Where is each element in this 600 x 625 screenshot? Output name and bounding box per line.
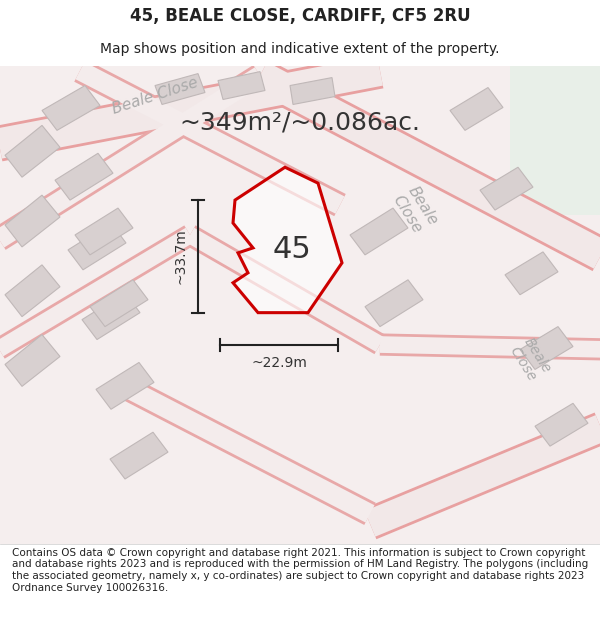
Text: Contains OS data © Crown copyright and database right 2021. This information is : Contains OS data © Crown copyright and d…	[12, 548, 588, 592]
Text: Beale
Close: Beale Close	[507, 335, 553, 384]
Polygon shape	[290, 78, 335, 104]
Polygon shape	[5, 126, 60, 178]
Text: Beale
Close: Beale Close	[390, 183, 440, 237]
Polygon shape	[110, 432, 168, 479]
Polygon shape	[75, 208, 133, 255]
Text: Map shows position and indicative extent of the property.: Map shows position and indicative extent…	[100, 42, 500, 56]
Polygon shape	[350, 208, 408, 255]
Polygon shape	[520, 327, 573, 369]
Polygon shape	[233, 168, 342, 312]
Polygon shape	[535, 403, 588, 446]
Polygon shape	[450, 88, 503, 131]
Polygon shape	[505, 252, 558, 295]
Polygon shape	[365, 280, 423, 327]
Text: ~349m²/~0.086ac.: ~349m²/~0.086ac.	[179, 111, 421, 134]
Polygon shape	[510, 66, 600, 215]
Polygon shape	[480, 168, 533, 210]
Polygon shape	[5, 334, 60, 386]
Polygon shape	[82, 292, 140, 339]
Polygon shape	[5, 265, 60, 317]
Polygon shape	[55, 153, 113, 200]
Polygon shape	[68, 223, 126, 270]
Polygon shape	[96, 362, 154, 409]
Polygon shape	[5, 195, 60, 247]
Polygon shape	[90, 280, 148, 327]
Text: 45, BEALE CLOSE, CARDIFF, CF5 2RU: 45, BEALE CLOSE, CARDIFF, CF5 2RU	[130, 8, 470, 26]
Polygon shape	[42, 86, 100, 131]
Text: 45: 45	[272, 236, 311, 264]
Polygon shape	[218, 72, 265, 99]
Polygon shape	[155, 74, 205, 104]
Polygon shape	[0, 66, 600, 544]
Text: ~33.7m: ~33.7m	[174, 229, 188, 284]
Text: ~22.9m: ~22.9m	[251, 356, 307, 371]
Text: Beale Close: Beale Close	[110, 74, 200, 116]
